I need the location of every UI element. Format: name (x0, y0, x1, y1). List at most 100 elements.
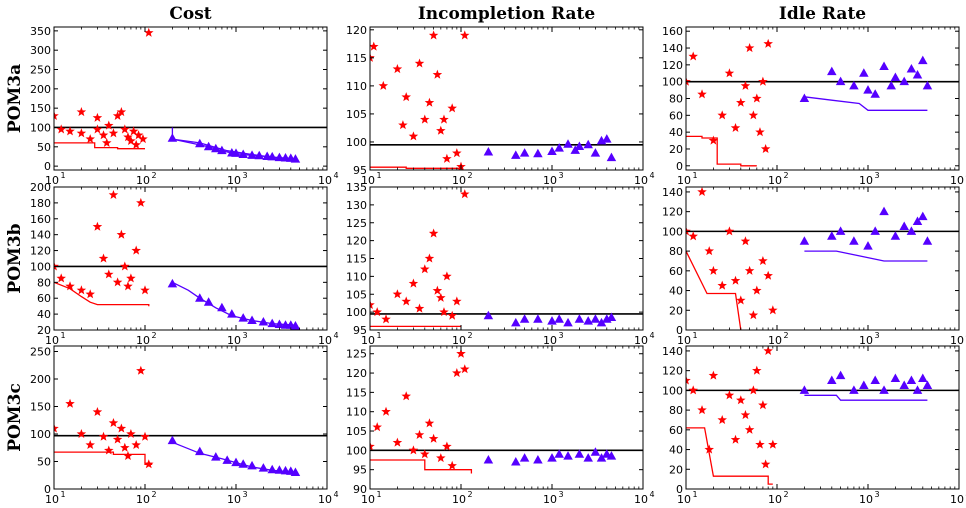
y-tick-label: 350 (30, 25, 51, 38)
x-tick-exponent: 4 (333, 331, 338, 340)
red-star-point (131, 245, 141, 255)
red-star-point (401, 391, 411, 401)
y-tick-label: 140 (30, 229, 51, 242)
blue-triangle-point (596, 453, 607, 462)
y-tick-label: 80 (37, 276, 51, 289)
y-tick-label: 140 (662, 42, 683, 55)
blue-triangle-point (554, 449, 564, 458)
red-star-point (372, 307, 382, 317)
x-tick-exponent: 1 (60, 490, 65, 499)
blue-triangle-point (835, 370, 846, 380)
x-tick-exponent: 4 (333, 171, 338, 180)
x-tick-exponent: 4 (649, 490, 654, 499)
blue-triangle-point (918, 211, 928, 221)
x-tick-exponent: 2 (467, 171, 472, 180)
red-star-point (432, 285, 443, 295)
blue-triangle-point (827, 375, 837, 385)
column-title: Incompletion Rate (418, 4, 595, 24)
red-star-point (736, 395, 746, 405)
y-tick-label: 100 (662, 384, 683, 397)
red-star-point (104, 120, 114, 130)
red-star-point (420, 114, 430, 124)
red-star-point (740, 80, 751, 90)
red-star-point (460, 189, 470, 199)
x-tick-exponent: 1 (60, 331, 65, 340)
y-tick-label: 135 (346, 181, 367, 194)
blue-triangle-point (590, 447, 601, 456)
red-frontier-line (686, 427, 773, 485)
blue-triangle-point (606, 451, 617, 460)
y-tick-label: 95 (353, 164, 367, 177)
plot-frame (53, 345, 328, 490)
x-tick-label: 10 (361, 493, 375, 506)
red-star-point (414, 303, 425, 313)
red-star-point (120, 442, 130, 452)
red-star-point (428, 433, 439, 443)
blue-triangle-point (886, 80, 896, 90)
y-tick-label: 20 (669, 463, 683, 476)
red-star-point (704, 444, 714, 454)
y-tick-label: 120 (662, 206, 683, 219)
blue-triangle-point (274, 465, 285, 474)
red-star-point (401, 92, 411, 102)
blue-triangle-point (511, 317, 521, 327)
blue-triangle-point (274, 152, 285, 162)
y-tick-label: 50 (37, 456, 51, 469)
blue-triangle-point (922, 236, 933, 245)
red-frontier-line (370, 459, 473, 474)
blue-triangle-point (574, 314, 585, 323)
x-tick-exponent: 1 (376, 490, 381, 499)
red-star-point (730, 122, 741, 132)
red-star-point (724, 68, 735, 78)
y-tick-label: 60 (669, 265, 683, 278)
red-star-point (763, 346, 773, 355)
red-star-point (442, 441, 452, 451)
x-tick-label: 10 (136, 174, 150, 187)
blue-triangle-point (211, 452, 221, 461)
blue-triangle-point (290, 467, 301, 476)
red-star-point (697, 405, 707, 415)
red-star-point (686, 375, 691, 385)
subplot-pom3c-idle-rate: 020406080100120140101102103104 (662, 345, 966, 506)
red-star-point (744, 424, 755, 434)
red-star-point (102, 137, 112, 147)
x-tick-exponent: 1 (376, 171, 381, 180)
red-star-point (112, 277, 123, 287)
red-star-point (688, 51, 698, 61)
y-tick-label: 90 (353, 483, 367, 496)
red-star-point (381, 314, 391, 324)
red-star-point (133, 130, 144, 140)
blue-triangle-point (912, 69, 923, 79)
red-star-point (112, 434, 123, 444)
red-star-point (744, 43, 755, 53)
y-tick-label: 150 (30, 102, 51, 115)
blue-triangle-point (583, 139, 593, 149)
y-tick-label: 0 (676, 483, 683, 496)
x-tick-exponent: 3 (874, 331, 879, 340)
red-star-point (768, 439, 778, 449)
y-tick-label: 110 (346, 270, 367, 283)
y-tick-label: 180 (30, 197, 51, 210)
red-star-point (708, 370, 719, 380)
x-tick-exponent: 2 (151, 490, 156, 499)
y-tick-label: 130 (346, 199, 367, 212)
red-star-point (420, 264, 430, 274)
red-star-point (755, 127, 765, 137)
red-star-point (65, 398, 75, 408)
red-star-point (432, 69, 443, 79)
y-tick-label: 250 (30, 346, 51, 359)
plot-frame (685, 186, 960, 331)
red-star-point (408, 131, 419, 141)
red-star-point (144, 459, 154, 469)
y-tick-label: 140 (662, 186, 683, 199)
red-star-point (717, 414, 727, 425)
red-star-point (424, 418, 435, 428)
red-star-point (123, 281, 133, 291)
x-tick-label: 10 (768, 334, 782, 347)
x-tick-exponent: 3 (558, 490, 563, 499)
red-star-point (398, 120, 408, 130)
y-tick-label: 60 (669, 109, 683, 122)
blue-triangle-point (859, 68, 869, 77)
